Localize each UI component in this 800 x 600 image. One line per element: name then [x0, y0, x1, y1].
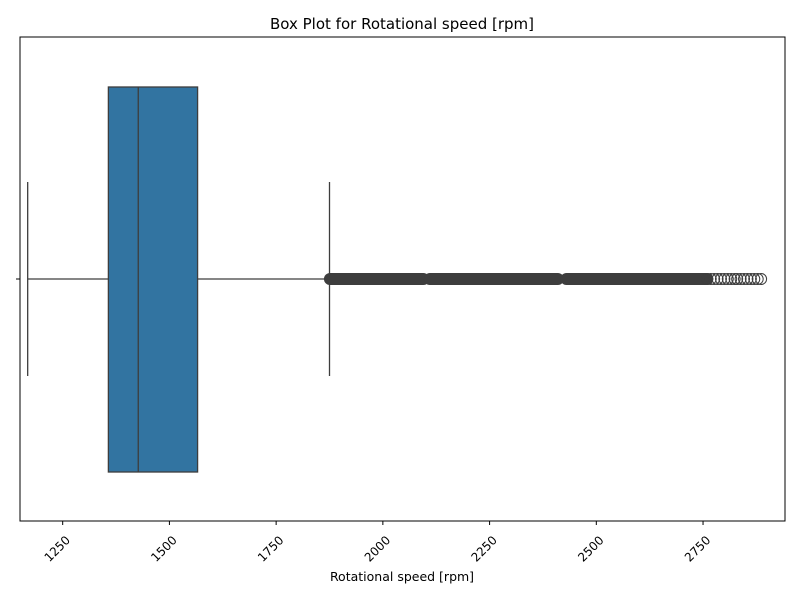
outlier-point	[701, 273, 714, 285]
outlier-point	[728, 273, 741, 285]
outlier-point	[741, 273, 754, 285]
outlier-point	[755, 273, 768, 285]
outlier-point	[734, 273, 747, 285]
outlier-point	[714, 273, 727, 285]
outlier-point	[744, 273, 757, 285]
chart-title: Box Plot for Rotational speed [rpm]	[270, 15, 534, 33]
outlier-point	[748, 273, 761, 285]
outlier-point	[718, 273, 731, 285]
box-group	[27, 86, 331, 473]
outlier-point	[751, 273, 764, 285]
x-axis-label: Rotational speed [rpm]	[330, 569, 474, 584]
outlier-point	[731, 273, 744, 285]
outlier-point	[704, 273, 717, 285]
box-iqr	[107, 86, 199, 473]
outlier-point	[711, 273, 724, 285]
outlier-cluster	[560, 273, 714, 285]
outlier-group	[323, 273, 768, 285]
outlier-point	[725, 273, 738, 285]
outlier-cluster	[323, 273, 430, 285]
outlier-point	[738, 273, 751, 285]
outlier-cluster	[423, 273, 564, 285]
outlier-point	[708, 273, 721, 285]
outlier-point	[721, 273, 734, 285]
